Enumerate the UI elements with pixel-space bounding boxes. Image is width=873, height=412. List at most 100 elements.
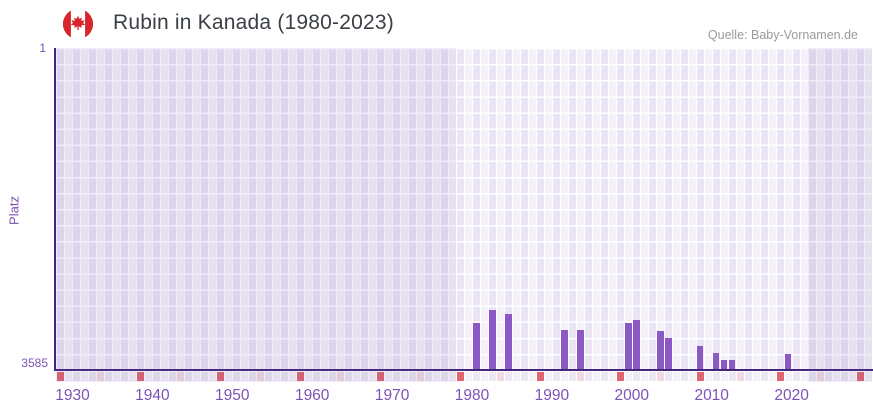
strip-cell [617, 372, 624, 381]
strip-cell [401, 372, 408, 381]
strip-cell [833, 372, 840, 381]
strip-cell [513, 372, 520, 381]
x-axis-tick-label: 1940 [135, 387, 170, 404]
strip-cell [785, 372, 792, 381]
rank-bar-2010[interactable] [712, 353, 720, 370]
strip-cell [417, 372, 424, 381]
y-axis-line [54, 48, 56, 371]
strip-cell [225, 372, 232, 381]
strip-cell [713, 372, 720, 381]
strip-cell [865, 372, 872, 381]
strip-cell [273, 372, 280, 381]
strip-cell [601, 372, 608, 381]
strip-cell [65, 372, 72, 381]
strip-cell [345, 372, 352, 381]
chart-title: Rubin in Kanada (1980-2023) [113, 11, 394, 34]
strip-cell [241, 372, 248, 381]
strip-cell [777, 372, 784, 381]
strip-cell [81, 372, 88, 381]
strip-cell [577, 372, 584, 381]
rank-bar-2008[interactable] [696, 346, 704, 370]
x-axis-tick-label: 2020 [774, 387, 809, 404]
strip-cell [457, 372, 464, 381]
strip-cell [769, 372, 776, 381]
strip-cell [609, 372, 616, 381]
strip-cell [529, 372, 536, 381]
strip-cell [57, 372, 64, 381]
strip-cell [185, 372, 192, 381]
strip-cell [649, 372, 656, 381]
strip-cell [745, 372, 752, 381]
strip-cell [673, 372, 680, 381]
strip-cell [105, 372, 112, 381]
rank-bar-1991[interactable] [561, 330, 568, 370]
x-axis-tick-label: 1980 [454, 387, 490, 404]
x-axis-tick-label: 1950 [215, 387, 250, 404]
strip-cell [289, 372, 296, 381]
strip-cell [193, 372, 200, 381]
strip-cell [393, 372, 400, 381]
rank-bar-1999[interactable] [625, 322, 632, 370]
strip-cell [537, 372, 544, 381]
rank-bar-2019[interactable] [784, 354, 792, 370]
strip-cell [737, 372, 744, 381]
strip-cell [329, 372, 336, 381]
y-axis-min-label: 3585 [21, 356, 48, 370]
strip-cell [433, 372, 440, 381]
rank-bar-2011[interactable] [720, 359, 728, 370]
rank-bar-1984[interactable] [505, 313, 512, 370]
strip-cell [449, 372, 456, 381]
plot-grid [56, 48, 872, 370]
x-axis-tick-label: 1990 [534, 387, 570, 404]
strip-cell [505, 372, 512, 381]
rank-bar-2003[interactable] [657, 330, 664, 370]
x-axis-tick-label: 1970 [374, 387, 410, 404]
strip-cell [369, 372, 376, 381]
rank-bar-1980[interactable] [473, 322, 480, 370]
strip-cell [657, 372, 664, 381]
strip-cell [681, 372, 688, 381]
strip-cell [441, 372, 448, 381]
rank-bar-2004[interactable] [665, 338, 672, 370]
strip-cell [801, 372, 808, 381]
strip-cell [497, 372, 504, 381]
strip-cell [129, 372, 136, 381]
plot-zone [54, 48, 873, 382]
strip-cell [825, 372, 832, 381]
strip-cell [177, 372, 184, 381]
strip-cell [121, 372, 128, 381]
strip-cell [841, 372, 848, 381]
source-attribution: Quelle: Baby-Vornamen.de [707, 28, 858, 42]
strip-cell [465, 372, 472, 381]
strip-cell [761, 372, 768, 381]
strip-cell [521, 372, 528, 381]
strip-cell [689, 372, 696, 381]
strip-cell [593, 372, 600, 381]
strip-cell [145, 372, 152, 381]
strip-cell [153, 372, 160, 381]
x-axis-tick-label: 2010 [694, 387, 729, 404]
strip-cell [857, 372, 864, 381]
strip-cell [313, 372, 320, 381]
strip-cell [409, 372, 416, 381]
strip-cell [473, 372, 480, 381]
strip-cell [425, 372, 432, 381]
rank-bar-1982[interactable] [489, 310, 496, 370]
timeline-strip [56, 372, 872, 381]
rank-bar-1993[interactable] [577, 330, 584, 370]
strip-cell [209, 372, 216, 381]
strip-cell [481, 372, 488, 381]
strip-cell [321, 372, 328, 381]
x-axis-tick-label: 1960 [294, 387, 330, 404]
strip-cell [721, 372, 728, 381]
rank-bar-2000[interactable] [633, 320, 640, 370]
rank-bar-2012[interactable] [728, 359, 736, 370]
strip-cell [561, 372, 568, 381]
strip-cell [97, 372, 104, 381]
strip-cell [553, 372, 560, 381]
y-axis-title: Platz [6, 196, 22, 225]
strip-cell [545, 372, 552, 381]
strip-cell [337, 372, 344, 381]
strip-cell [161, 372, 168, 381]
